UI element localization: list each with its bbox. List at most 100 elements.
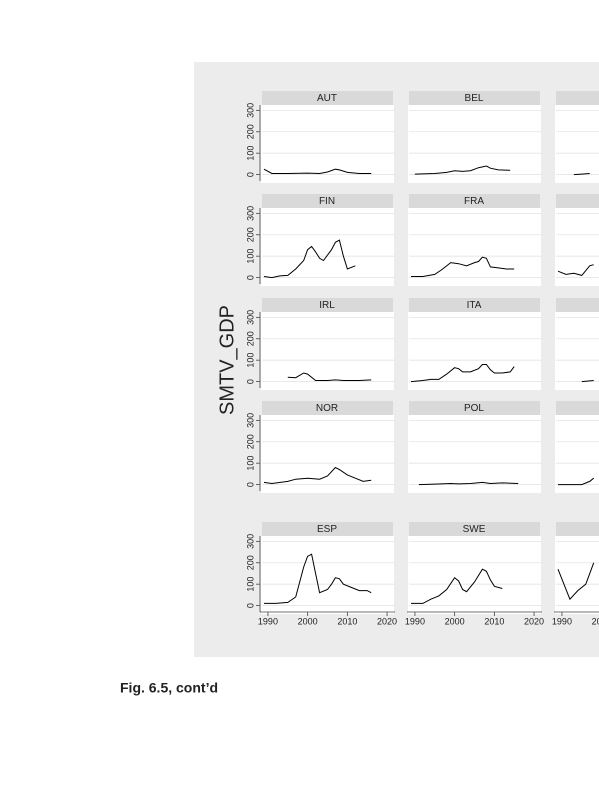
panel-strip	[556, 298, 599, 312]
x-tick-label: 1990	[405, 616, 425, 626]
x-tick-label: 2000	[445, 616, 465, 626]
y-tick-label: 300	[245, 103, 255, 118]
panel-strip	[409, 194, 540, 208]
y-tick-label: 200	[245, 434, 255, 449]
y-tick-label: 200	[245, 555, 255, 570]
data-line	[557, 264, 594, 276]
data-line	[558, 477, 595, 486]
y-tick-label: 200	[245, 227, 255, 242]
panel-strip	[262, 194, 393, 208]
panel: NOR 0 100 200 300	[245, 401, 395, 493]
panel-title: FRA	[464, 196, 484, 207]
data-line	[410, 364, 515, 383]
panel: FRA	[408, 194, 542, 286]
panel-strip	[262, 401, 393, 415]
x-tick-label: 2000	[592, 616, 599, 626]
data-line	[414, 165, 511, 175]
data-line	[557, 562, 595, 601]
panel-title: IRL	[319, 300, 335, 311]
x-tick-label: 1990	[258, 616, 278, 626]
panel-strip	[556, 401, 599, 415]
data-line	[263, 239, 356, 279]
y-tick-label: 300	[245, 413, 255, 428]
panel	[555, 298, 599, 390]
data-line	[418, 481, 519, 486]
panel: BEL	[408, 91, 542, 183]
panel	[555, 91, 599, 183]
y-axis-label: SMTV_GDP	[216, 305, 238, 415]
x-tick-label: 2020	[377, 616, 397, 626]
panel-background	[261, 208, 394, 286]
panel-title: ITA	[467, 300, 482, 311]
data-line	[263, 466, 372, 485]
panel-strip	[409, 298, 540, 312]
data-line	[411, 256, 515, 277]
y-tick-label: 100	[245, 249, 255, 264]
data-line	[411, 568, 503, 604]
panel: AUT 0 100 200 300	[245, 91, 395, 183]
panel-background	[408, 312, 541, 390]
panel-background	[408, 208, 541, 286]
panel-background	[555, 536, 599, 614]
panel-strip	[556, 522, 599, 536]
data-line	[581, 380, 594, 383]
panel: 1990 2000	[552, 522, 599, 626]
panel-strip	[556, 194, 599, 208]
panel-title: AUT	[317, 93, 337, 104]
data-line	[264, 553, 372, 604]
panel-strip	[409, 401, 540, 415]
y-tick-label: 100	[245, 456, 255, 471]
panel: SWE 1990 2000 2010 2020	[405, 522, 544, 626]
panel-background	[261, 312, 394, 390]
data-line	[263, 168, 372, 175]
panel-title: ESP	[317, 524, 337, 535]
panel-title: NOR	[316, 403, 338, 414]
panel-background	[261, 105, 394, 183]
panel: ITA	[408, 298, 542, 390]
y-tick-label: 0	[245, 275, 255, 280]
panel-background	[408, 105, 541, 183]
panel	[555, 401, 599, 493]
panel-strip	[409, 91, 540, 105]
panel: ESP 0 100 200 300 1990 2000 2010 2020	[245, 522, 397, 626]
panel: IRL 0 100 200 300	[245, 298, 395, 390]
panel-strip	[262, 298, 393, 312]
figure-caption: Fig. 6.5, cont’d	[120, 680, 218, 696]
panel-strip	[409, 522, 540, 536]
data-line	[573, 173, 590, 176]
panel-background	[555, 105, 599, 183]
panel-background	[261, 415, 394, 493]
y-tick-label: 0	[245, 482, 255, 487]
y-tick-label: 300	[245, 206, 255, 221]
y-tick-label: 200	[245, 331, 255, 346]
panel-background	[408, 536, 541, 614]
panel	[555, 194, 599, 286]
panel-strip	[262, 91, 393, 105]
panel-strip	[262, 522, 393, 536]
y-tick-label: 0	[245, 379, 255, 384]
y-tick-label: 300	[245, 310, 255, 325]
x-tick-label: 2020	[524, 616, 544, 626]
x-tick-label: 2010	[484, 616, 504, 626]
panel-background	[261, 536, 394, 614]
y-tick-label: 100	[245, 577, 255, 592]
x-tick-label: 2000	[298, 616, 318, 626]
panel-background	[555, 312, 599, 390]
panel-background	[555, 415, 599, 493]
y-tick-label: 100	[245, 353, 255, 368]
y-tick-label: 0	[245, 603, 255, 608]
panel-title: BEL	[465, 93, 484, 104]
panel: POL	[408, 401, 542, 493]
panel-strip	[556, 91, 599, 105]
panel-background	[408, 415, 541, 493]
y-tick-label: 300	[245, 534, 255, 549]
panel-title: SWE	[463, 524, 486, 535]
y-tick-label: 0	[245, 172, 255, 177]
y-tick-label: 100	[245, 146, 255, 161]
y-tick-label: 200	[245, 124, 255, 139]
x-tick-label: 1990	[552, 616, 572, 626]
panel-title: FIN	[319, 196, 335, 207]
x-tick-label: 2010	[337, 616, 357, 626]
